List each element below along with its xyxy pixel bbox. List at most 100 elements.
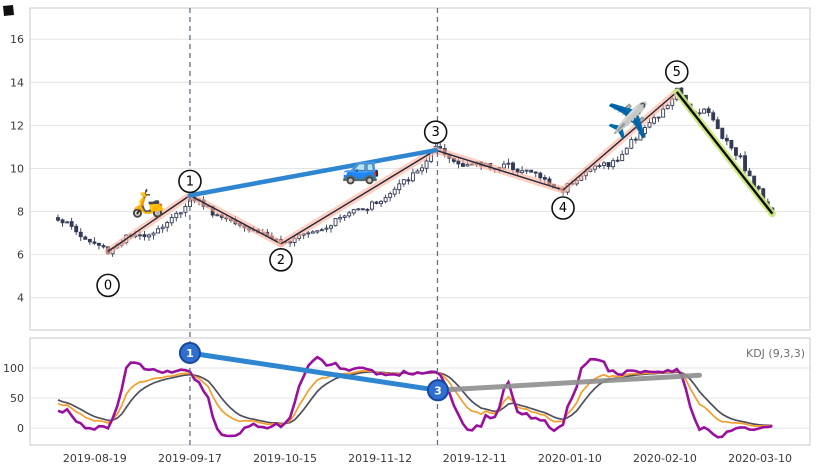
wave-segment [435, 149, 564, 191]
x-axis-label: 2019-10-15 [253, 452, 317, 465]
wave-layer [104, 88, 776, 255]
candle-down [720, 127, 725, 139]
candle-up [652, 117, 656, 124]
corner-artifact [3, 5, 14, 16]
candle-down [74, 225, 79, 233]
candle-up [665, 104, 670, 110]
candle-up [465, 163, 470, 167]
candle-up [347, 212, 352, 217]
airplane-emoji: ✈️ [607, 100, 649, 141]
candle-down [711, 112, 716, 121]
pivot-circle [551, 196, 575, 220]
decline-line [675, 91, 774, 215]
candle-up [310, 231, 315, 234]
candle-down [96, 242, 101, 246]
price-axis-label: 16 [10, 33, 24, 46]
candle-up [137, 234, 142, 237]
candle-up [415, 170, 420, 174]
candle-up [410, 172, 415, 182]
kdj-panel-border [29, 337, 811, 446]
wave-pivot-marker-0: 0 [96, 273, 120, 298]
wave-pivot-marker-3: 3 [423, 120, 448, 144]
candle-up [624, 147, 629, 155]
candle-down [456, 160, 461, 165]
candle-up [329, 225, 333, 229]
pivot-number: 1 [186, 174, 194, 189]
pivot-circle [269, 248, 293, 272]
pivot-circle [664, 60, 689, 84]
wave-pivot-marker-2: 2 [269, 248, 293, 272]
candle-down [101, 245, 106, 248]
pivot-circle [96, 273, 120, 298]
candle-down [511, 162, 515, 171]
candle-down [142, 234, 147, 238]
candle-down [461, 163, 465, 167]
candle-down [360, 208, 365, 211]
candle-up [379, 200, 383, 205]
candle-up [165, 222, 170, 228]
candle-down [87, 238, 92, 243]
candle-up [151, 232, 156, 236]
pivot-number: 3 [432, 125, 440, 140]
kdj-marker-number: 1 [186, 347, 194, 360]
candle-up [597, 165, 602, 168]
pivot-circle [423, 120, 448, 144]
candle-up [420, 167, 424, 172]
candle-up [602, 162, 606, 166]
candle-up [611, 160, 616, 168]
wave-pivot-marker-5: 5 [664, 60, 689, 84]
candle-down [615, 159, 620, 162]
pivot-number: 4 [559, 201, 567, 216]
x-axis-label: 2019-08-19 [63, 452, 127, 465]
x-axis-label: 2020-03-10 [728, 452, 792, 465]
price-panel-bg [30, 8, 810, 330]
candle-down [83, 236, 88, 240]
wave-pivot-marker-1: 1 [178, 169, 202, 194]
candle-down [92, 241, 97, 244]
candle-down [78, 231, 83, 238]
price-axis-label: 6 [17, 249, 24, 262]
candle-down [729, 139, 734, 149]
candle-up [324, 227, 329, 230]
kdj-axis-label: 100 [3, 362, 24, 375]
candle-up [178, 212, 183, 215]
pivot-number: 0 [104, 278, 112, 293]
kdj-marker-circle [178, 342, 201, 365]
candle-up [638, 133, 643, 141]
candle-up [661, 108, 666, 118]
candle-up [520, 170, 525, 174]
price-axis-label: 12 [10, 119, 24, 132]
candle-up [697, 112, 702, 115]
scooter-emoji: 🛵 [131, 188, 165, 219]
candle-down [633, 138, 638, 141]
wave-segment [280, 149, 437, 245]
candle-down [542, 177, 547, 180]
candle-down [606, 162, 611, 167]
candle-up [629, 139, 634, 149]
candle-down [734, 147, 738, 156]
kdj-indicator-label: KDJ (9,3,3) [746, 347, 805, 360]
x-axis-label: 2020-01-10 [538, 452, 602, 465]
pivot-number: 2 [277, 253, 285, 268]
trendline-1-3 [187, 147, 438, 198]
candle-down [724, 137, 729, 142]
wave-segment [107, 194, 191, 252]
candle-down [374, 201, 379, 204]
candle-down [747, 170, 752, 177]
candle-up [174, 212, 179, 219]
candle-up [501, 163, 506, 169]
candle-up [147, 234, 151, 238]
candle-up [401, 179, 406, 185]
candle-up [319, 229, 324, 232]
candle-down [60, 219, 65, 224]
candle-up [506, 162, 511, 165]
kdj-marker-number: 3 [434, 384, 442, 397]
price-axis-label: 8 [17, 206, 24, 219]
price-panel-border [29, 7, 811, 331]
kdj-j-line [57, 355, 773, 439]
wave-pivot-marker-4: 4 [551, 196, 575, 220]
candle-down [365, 208, 370, 211]
candle-up [356, 208, 361, 211]
